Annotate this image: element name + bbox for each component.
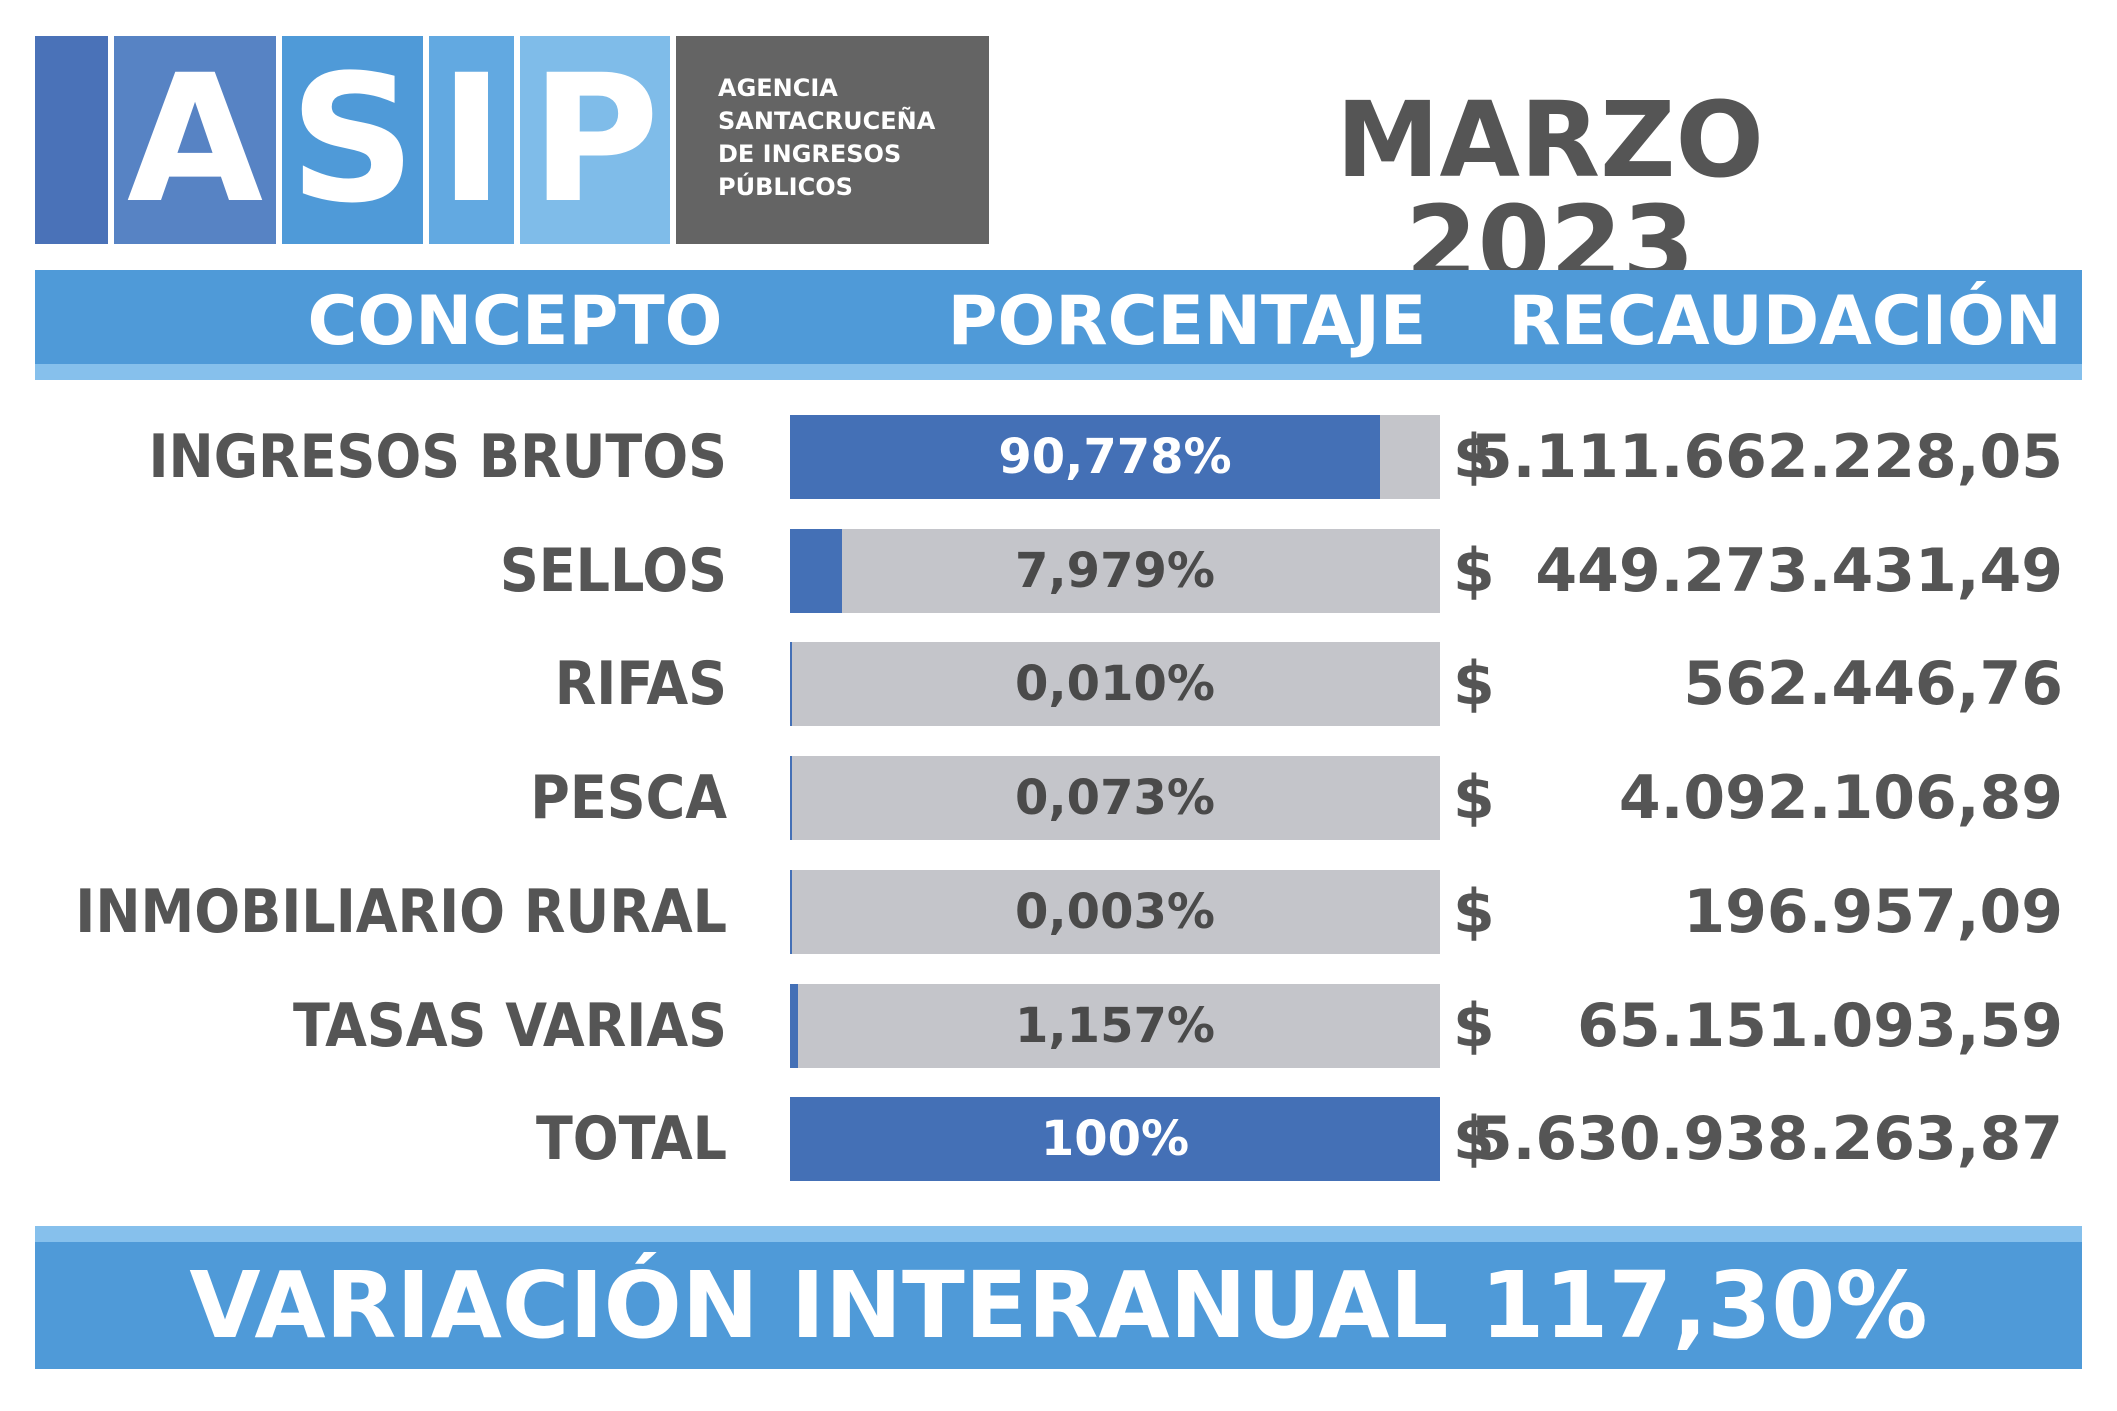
amount-value: 65.151.093,59 [1577,991,2063,1061]
amount-value: 449.273.431,49 [1535,536,2063,606]
header-concepto: CONCEPTO [307,282,723,361]
percentage-bar: 0,073% [790,756,1440,840]
percentage-bar-fill [790,870,792,954]
percentage-bar: 0,003% [790,870,1440,954]
concept-label: TOTAL [535,1104,727,1174]
amount-value: 5.630.938.263,87 [1470,1104,2063,1174]
table-header: CONCEPTO PORCENTAJE RECAUDACIÓN [35,270,2082,380]
concept-label: SELLOS [499,536,727,606]
agency-line: PÚBLICOS [718,173,853,201]
percentage-bar-fill [790,642,792,726]
footer-banner: VARIACIÓN INTERANUAL 117,30% [35,1226,2082,1369]
percentage-bar: 100% [790,1097,1440,1181]
percentage-label: 0,010% [1015,656,1215,712]
amount-value: 5.111.662.228,05 [1470,422,2063,492]
currency-symbol: $ [1453,536,1495,606]
table-row: PESCA 0,073% $4.092.106,89 [0,756,2117,840]
currency-symbol: $ [1453,1104,1495,1174]
agency-line: DE INGRESOS [718,140,902,168]
asip-logo: A S I P AGENCIA SANTACRUCEÑA DE INGRESOS… [35,36,989,244]
concept-label: INGRESOS BRUTOS [148,422,727,492]
currency-symbol: $ [1453,991,1495,1061]
currency-symbol: $ [1453,649,1495,719]
amount-value: 196.957,09 [1683,877,2063,947]
percentage-bar: 90,778% [790,415,1440,499]
table-row: INGRESOS BRUTOS 90,778% $5.111.662.228,05 [0,415,2117,499]
logo-letter-a: A [114,36,276,244]
table-row: SELLOS 7,979% $449.273.431,49 [0,529,2117,613]
percentage-bar-fill [790,756,792,840]
logo-letter-s: S [282,36,423,244]
percentage-bar-fill [790,415,1381,499]
table-row: RIFAS 0,010% $562.446,76 [0,642,2117,726]
percentage-label: 1,157% [1015,998,1215,1054]
agency-line: AGENCIA [718,74,838,102]
logo-letter-i: I [429,36,514,244]
percentage-label: 7,979% [1015,543,1215,599]
concept-label: INMOBILIARIO RURAL [75,877,727,947]
header-porcentaje: PORCENTAJE [947,282,1427,361]
percentage-bar-fill [790,1097,1440,1181]
percentage-bar: 0,010% [790,642,1440,726]
table-row: TASAS VARIAS 1,157% $65.151.093,59 [0,984,2117,1068]
interannual-variation: VARIACIÓN INTERANUAL 117,30% [189,1252,1928,1359]
logo-letter-p: P [520,36,670,244]
percentage-bar-fill [790,529,842,613]
percentage-bar: 7,979% [790,529,1440,613]
agency-name: AGENCIA SANTACRUCEÑA DE INGRESOS PÚBLICO… [676,36,989,244]
percentage-label: 0,073% [1015,770,1215,826]
percentage-label: 100% [1040,1111,1190,1167]
period-title: MARZO 2023 [1336,79,1764,305]
currency-symbol: $ [1453,422,1495,492]
percentage-bar: 1,157% [790,984,1440,1068]
currency-symbol: $ [1453,763,1495,833]
amount-value: 4.092.106,89 [1618,763,2063,833]
concept-label: RIFAS [554,649,727,719]
table-row: INMOBILIARIO RURAL 0,003% $196.957,09 [0,870,2117,954]
table-row: TOTAL 100% $5.630.938.263,87 [0,1097,2117,1181]
logo-block [35,36,108,244]
percentage-bar-fill [790,984,798,1068]
concept-label: PESCA [530,763,727,833]
agency-line: SANTACRUCEÑA [718,107,936,135]
percentage-label: 0,003% [1015,884,1215,940]
percentage-label: 90,778% [998,429,1232,485]
concept-label: TASAS VARIAS [292,991,727,1061]
currency-symbol: $ [1453,877,1495,947]
amount-value: 562.446,76 [1683,649,2063,719]
header-recaudacion: RECAUDACIÓN [1508,282,2062,361]
